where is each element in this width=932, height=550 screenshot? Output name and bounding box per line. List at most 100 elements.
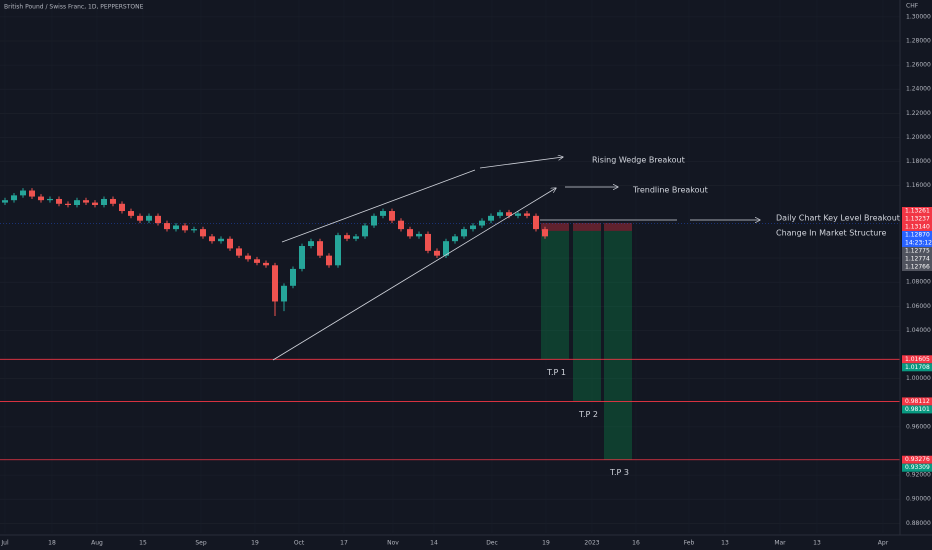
x-tick-label: Nov — [387, 540, 399, 547]
candle-body — [542, 229, 548, 237]
x-tick-label: 19 — [542, 540, 550, 547]
candle-body — [308, 241, 314, 246]
y-tick-label: 1.08000 — [906, 279, 931, 286]
candle-body — [452, 236, 458, 242]
y-tick-label: 1.00000 — [906, 375, 931, 382]
candle-body — [20, 190, 26, 196]
x-tick-label: 17 — [340, 540, 348, 547]
price-tag-label: 1.12870 — [905, 232, 930, 239]
candle-body — [461, 229, 467, 237]
y-tick-label: 1.20000 — [906, 134, 931, 141]
target-label: T.P 1 — [546, 368, 566, 377]
stop-zone — [541, 223, 569, 231]
y-tick-label: 1.18000 — [906, 158, 931, 165]
candle-body — [74, 200, 80, 205]
wedge-lower-line — [272, 188, 556, 361]
candle-body — [191, 229, 197, 231]
x-tick-label: 15 — [139, 540, 147, 547]
price-tag — [902, 255, 932, 263]
candle-body — [524, 213, 530, 216]
candle-body — [92, 202, 98, 205]
price-tag-label: 1.12774 — [905, 256, 930, 263]
grid — [0, 16, 900, 524]
arrow — [479, 157, 563, 169]
candle-body — [335, 235, 341, 266]
price-tag-label: 1.13261 — [905, 208, 930, 215]
y-tick-label: 0.88000 — [906, 520, 931, 527]
price-tag-label: 1.13237 — [905, 216, 930, 223]
candle-body — [344, 235, 350, 239]
currency-label: CHF — [906, 3, 919, 10]
candle-body — [506, 212, 512, 216]
candle-body — [299, 246, 305, 269]
stop-zone — [604, 223, 632, 231]
annotation: Trendline Breakout — [632, 186, 708, 195]
candle-body — [128, 211, 134, 216]
y-tick-label: 1.22000 — [906, 110, 931, 117]
level-tag — [902, 455, 932, 464]
candle-body — [218, 238, 224, 242]
candle-body — [479, 220, 485, 226]
annotation: Rising Wedge Breakout — [592, 156, 685, 165]
candle-body — [353, 236, 359, 239]
x-tick-label: 18 — [48, 540, 56, 547]
x-tick-label: 13 — [813, 540, 821, 547]
candle-body — [110, 198, 116, 204]
x-tick-label: 19 — [251, 540, 259, 547]
candle-body — [497, 212, 503, 216]
candle-body — [362, 225, 368, 237]
candle-body — [389, 211, 395, 221]
candle-body — [182, 225, 188, 231]
y-tick-label: 1.24000 — [906, 86, 931, 93]
target-zone — [573, 230, 601, 402]
candle-body — [38, 196, 44, 201]
candle-body — [416, 233, 422, 237]
candle-body — [398, 220, 404, 230]
candle-body — [11, 195, 17, 201]
x-tick-label: Dec — [486, 540, 498, 547]
candle-body — [236, 248, 242, 256]
candle-body — [317, 241, 323, 256]
candle-body — [326, 255, 332, 266]
level-tag-label: 0.98101 — [905, 406, 930, 413]
x-tick-label: Apr — [878, 540, 889, 547]
level-tag — [902, 363, 932, 372]
x-tick-label: Sep — [195, 540, 207, 547]
axis-labels: 0.88000 0.90000 0.92000 0.96000 1.00000 1.040… — [0, 13, 931, 546]
price-tag-label: 1.12775 — [905, 248, 930, 255]
candle-body — [443, 241, 449, 256]
drawings — [272, 157, 760, 361]
candle-body — [371, 215, 377, 226]
x-tick-label: 14 — [430, 540, 438, 547]
x-tick-label: Oct — [294, 540, 305, 547]
price-tag — [902, 247, 932, 255]
candle-body — [29, 190, 35, 197]
price-tag — [902, 231, 932, 239]
candle-body — [209, 236, 215, 242]
candle-body — [272, 265, 278, 302]
candle-body — [83, 200, 89, 203]
level-tag-label: 1.01605 — [905, 356, 930, 363]
x-tick-label: 16 — [632, 540, 640, 547]
price-tag — [902, 239, 932, 247]
level-tag-label: 0.93309 — [905, 464, 930, 471]
target-zone — [541, 230, 569, 360]
candle-body — [227, 238, 233, 249]
chart-title: British Pound / Swiss Franc, 1D, PEPPERS… — [4, 4, 144, 11]
x-tick-label: Feb — [684, 540, 695, 547]
x-tick-label: 2023 — [584, 540, 599, 547]
candle-body — [515, 213, 521, 216]
price-tag-label: 14:23:12 — [905, 240, 932, 247]
level-tag — [902, 355, 932, 364]
y-tick-label: 0.92000 — [906, 472, 931, 479]
annotation: Daily Chart Key Level Breakout — [776, 214, 900, 223]
y-tick-label: 0.90000 — [906, 496, 931, 503]
candle-body — [263, 262, 269, 266]
level-tag — [902, 405, 932, 414]
y-tick-label: 1.30000 — [906, 13, 931, 20]
y-tick-label: 1.04000 — [906, 327, 931, 334]
candle-body — [47, 198, 53, 201]
candle-body — [281, 285, 287, 302]
candle-body — [407, 229, 413, 237]
